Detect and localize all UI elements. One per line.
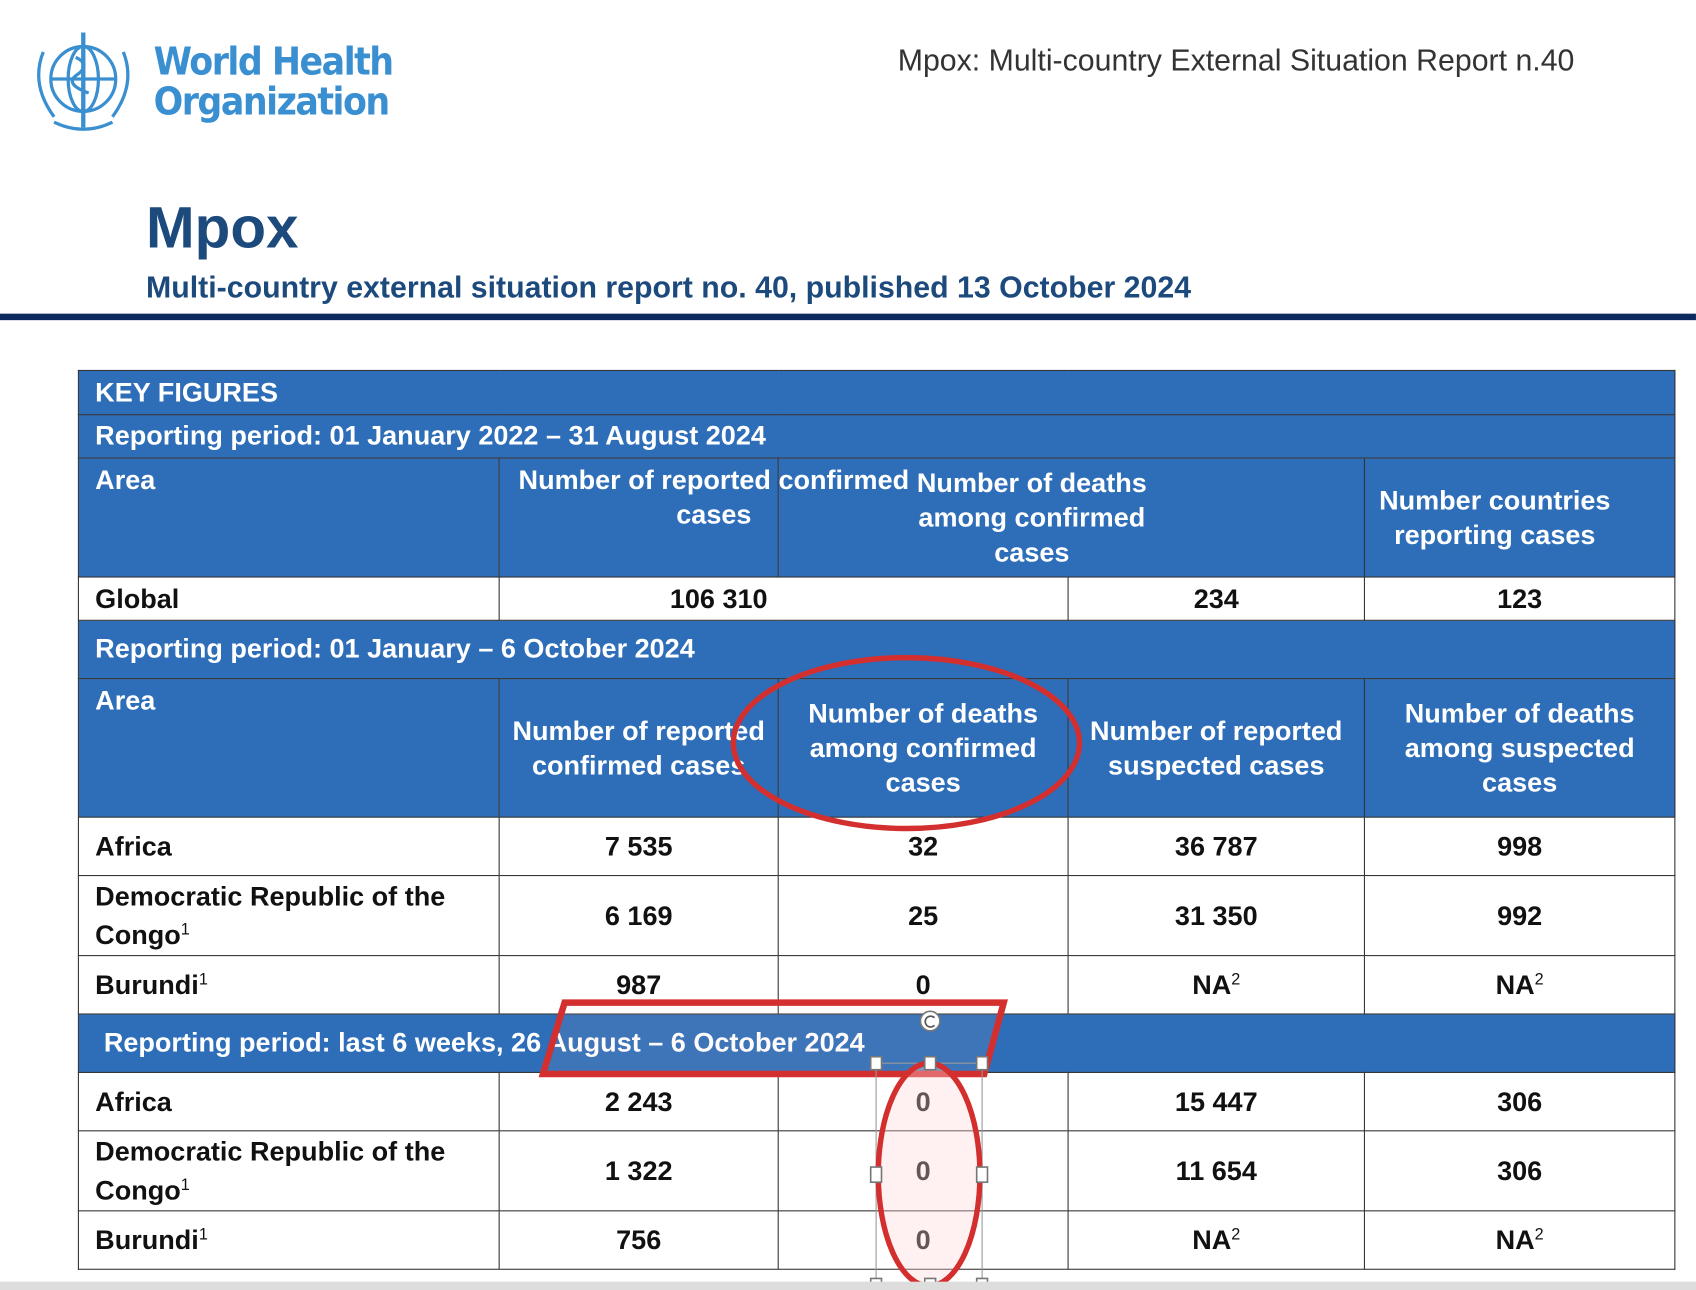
area-name: Africa	[95, 831, 172, 862]
table-cell: 0	[916, 1086, 931, 1116]
table-cell: 36 787	[1174, 831, 1258, 862]
header-cell: Number of reported confirmed cases	[498, 678, 779, 818]
table-cell: 25	[908, 900, 939, 931]
area-name: Burundi	[95, 1224, 199, 1256]
table-row: Africa 7 535 32 36 787 998	[77, 816, 1676, 877]
table-cell: 998	[1497, 831, 1543, 862]
area-name: Democratic Republic of the Congo	[95, 1136, 446, 1206]
header-cell: Number countries reporting cases	[1379, 485, 1611, 550]
table-cell: 2 243	[604, 1086, 673, 1117]
key-figures-table: KEY FIGURES Reporting period: 01 January…	[77, 369, 1676, 1270]
table-cell: 0	[916, 1156, 931, 1186]
page-subtitle: Multi-country external situation report …	[146, 270, 1192, 304]
table-cell: 0	[916, 1225, 931, 1255]
period-band-2: Reporting period: 01 January – 6 October…	[77, 619, 1676, 680]
page-title: Mpox	[146, 195, 299, 261]
running-title: Mpox: Multi-country External Situation R…	[897, 43, 1575, 77]
scrollbar-track[interactable]	[0, 1281, 1696, 1290]
who-logo-text: World Health Organization	[153, 41, 395, 125]
footnote-marker: 1	[180, 1175, 190, 1194]
table-cell: 7 535	[604, 831, 673, 862]
title-rule	[0, 313, 1696, 321]
footnote-marker: 2	[1534, 1224, 1544, 1244]
table-cell: 32	[908, 831, 939, 862]
table-cell: NA	[1192, 1224, 1232, 1256]
footnote-marker: 1	[198, 969, 208, 989]
header-cell: Number of deaths among confirmed cases	[916, 467, 1147, 568]
header-cell: Number of deaths among suspected cases	[1363, 678, 1676, 818]
rotate-handle-icon[interactable]	[919, 1010, 941, 1032]
table-cell: 11 654	[1175, 1155, 1257, 1186]
header-row-1: Area Number of reported confirmed cases …	[77, 457, 1676, 578]
table-row: Democratic Republic of the Congo1 1 322 0 1…	[77, 1130, 1676, 1212]
table-cell: NA	[1192, 969, 1232, 1000]
table-row: Africa 2 243 0 15 447 306	[77, 1071, 1676, 1132]
footnote-marker: 2	[1534, 969, 1544, 989]
table-cell: 756	[616, 1224, 662, 1256]
table-cell: 992	[1497, 900, 1543, 931]
table-cell: 306	[1497, 1086, 1543, 1117]
table-cell: NA	[1495, 969, 1535, 1000]
table-cell: 6 169	[604, 900, 673, 931]
red-ellipse-annotation[interactable]	[730, 654, 1083, 832]
table-cell: NA	[1495, 1224, 1535, 1256]
table-cell: 306	[1497, 1155, 1543, 1186]
footnote-marker: 1	[180, 919, 190, 939]
table-cell: 31 350	[1174, 900, 1258, 931]
red-parallelogram-annotation[interactable]	[538, 999, 1008, 1078]
footnote-marker: 1	[198, 1224, 208, 1244]
header-cell: Number of deaths among confirmed cases	[777, 678, 1069, 818]
table-cell: 1 322	[604, 1155, 673, 1186]
footnote-marker: 2	[1231, 1224, 1241, 1244]
area-name: Burundi	[95, 969, 199, 1000]
header-row-2: Area Number of reported confirmed cases …	[77, 678, 1676, 818]
area-name: Africa	[95, 1086, 172, 1117]
period-band-1: Reporting period: 01 January 2022 – 31 A…	[77, 414, 1676, 459]
selected-red-ellipse-annotation[interactable]	[875, 1060, 983, 1289]
table-row: Global 106 310 234 123	[77, 576, 1676, 621]
table-row: Democratic Republic of the Congo1 6 169 25…	[77, 875, 1676, 957]
who-emblem-icon	[37, 32, 130, 131]
area-name: Democratic Republic of the Congo	[95, 880, 446, 951]
header-cell: Number of reported suspected cases	[1067, 678, 1365, 818]
table-cell: 15 447	[1174, 1086, 1258, 1117]
table-cell: 0	[915, 969, 931, 1000]
table-row: Burundi17560NA2NA2	[77, 1210, 1676, 1270]
key-figures-band: KEY FIGURES	[77, 369, 1676, 416]
table-cell: 987	[616, 969, 662, 1000]
header-cell: Number of reported confirmed cases	[518, 465, 910, 530]
footnote-marker: 2	[1231, 969, 1241, 989]
